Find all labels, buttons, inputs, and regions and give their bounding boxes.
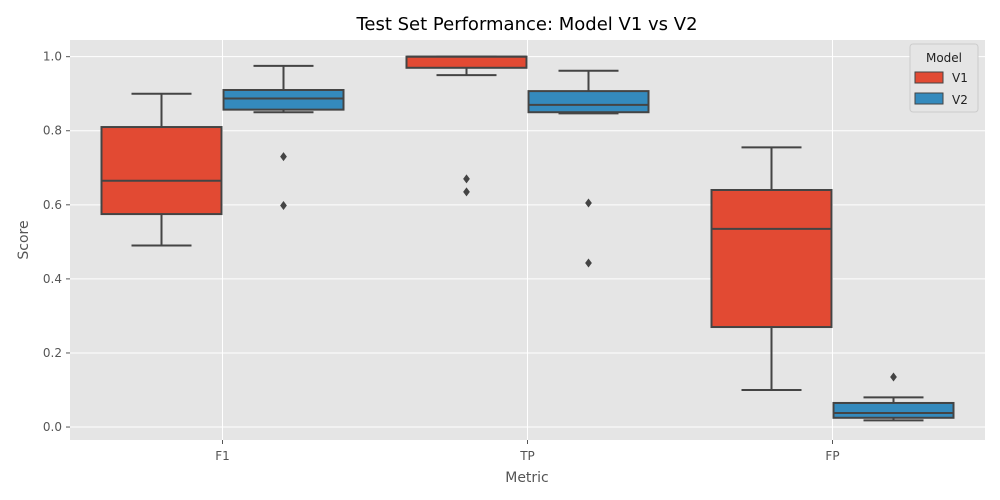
legend-label-v2: V2 xyxy=(952,93,968,107)
box-iqr xyxy=(405,55,528,69)
x-tick-label: F1 xyxy=(215,449,230,463)
chart-title: Test Set Performance: Model V1 vs V2 xyxy=(355,14,697,35)
axis-layer: 0.0 0.2 0.4 0.6 0.8 1.0 F1 TP FP xyxy=(43,50,840,463)
legend: Model V1 V2 xyxy=(909,43,979,113)
box-v2-tp xyxy=(527,69,650,268)
y-tick-label: 0.4 xyxy=(43,272,62,286)
legend-swatch-v1 xyxy=(914,71,944,84)
y-tick-label: 0.6 xyxy=(43,198,62,212)
box-iqr xyxy=(100,126,223,216)
x-tick-label: TP xyxy=(519,449,535,463)
box-v1-fp xyxy=(710,146,833,391)
y-tick-label: 0.8 xyxy=(43,124,62,138)
box-iqr xyxy=(832,401,955,419)
outlier-point xyxy=(463,187,470,197)
box-v2-f1 xyxy=(222,64,345,211)
outlier-point xyxy=(280,152,287,162)
box-iqr xyxy=(527,90,650,114)
y-axis-title: Score xyxy=(16,220,32,259)
legend-title: Model xyxy=(926,51,962,65)
y-tick-label: 0.0 xyxy=(43,420,62,434)
outlier-point xyxy=(585,258,592,268)
box-layer xyxy=(100,55,955,422)
legend-label-v1: V1 xyxy=(952,71,968,85)
y-tick-label: 0.2 xyxy=(43,346,62,360)
outlier-point xyxy=(280,201,287,211)
y-tick-label: 1.0 xyxy=(43,50,62,64)
legend-swatch-v2 xyxy=(914,92,944,105)
box-v1-tp xyxy=(405,55,528,197)
x-axis-title: Metric xyxy=(505,470,549,486)
box-iqr xyxy=(710,189,833,329)
outlier-point xyxy=(890,372,897,382)
box-v1-f1 xyxy=(100,92,223,247)
x-tick-label: FP xyxy=(825,449,839,463)
outlier-point xyxy=(463,174,470,184)
box-iqr xyxy=(222,89,345,111)
box-v2-fp xyxy=(832,372,955,422)
outlier-point xyxy=(585,198,592,208)
